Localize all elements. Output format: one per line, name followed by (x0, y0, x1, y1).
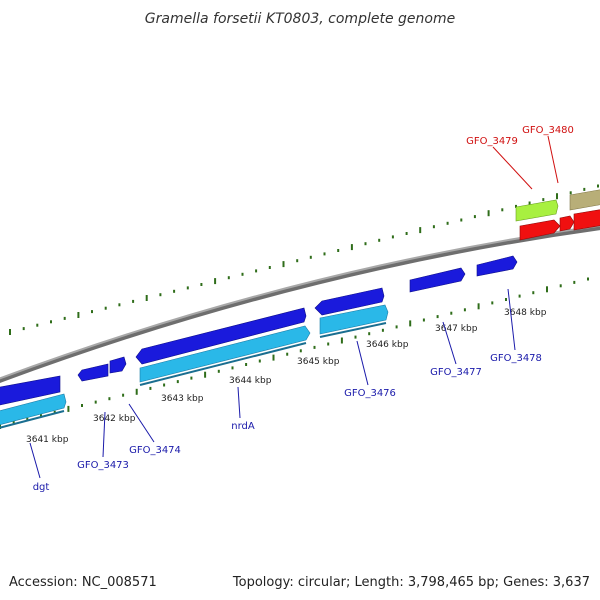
gene-label-nrda[interactable]: nrdA (231, 421, 255, 432)
kbp-label: 3644 kbp (229, 376, 272, 386)
leader-line (492, 146, 533, 190)
gene-feature[interactable] (319, 304, 389, 335)
kbp-label: 3642 kbp (93, 414, 136, 424)
gene-feature[interactable] (519, 219, 561, 241)
topology-label: Topology: circular; Length: 3,798,465 bp… (232, 575, 590, 590)
gene-label-gfo-3480[interactable]: GFO_3480 (522, 125, 574, 136)
gene-feature[interactable] (314, 287, 385, 316)
kbp-label: 3643 kbp (161, 394, 204, 404)
gene-feature[interactable] (573, 208, 600, 231)
gene-label-gfo-3474[interactable]: GFO_3474 (129, 445, 181, 456)
gene-feature[interactable] (139, 325, 311, 383)
gene-labels: dgt GFO_3473 GFO_3474 nrdA GFO_3476 GFO_… (33, 125, 574, 493)
leader-line (547, 135, 559, 184)
leader-line (356, 340, 369, 386)
gene-feature[interactable] (0, 375, 61, 406)
gene-label-gfo-3477[interactable]: GFO_3477 (430, 367, 482, 378)
highlight-genes (515, 188, 600, 241)
gene-feature-gfo-3479[interactable] (515, 199, 559, 222)
leader-line (442, 321, 457, 365)
gene-feature[interactable] (409, 267, 466, 293)
kbp-label: 3641 kbp (26, 435, 69, 445)
kbp-label: 3647 kbp (435, 324, 478, 334)
map-title: Gramella forsetii KT0803, complete genom… (145, 11, 455, 27)
kbp-label: 3645 kbp (297, 357, 340, 367)
leader-line (102, 411, 106, 458)
kbp-label: 3646 kbp (366, 340, 409, 350)
leader-line (128, 403, 155, 443)
gene-label-dgt[interactable]: dgt (33, 482, 50, 493)
forward-strand-genes (0, 255, 518, 406)
gene-feature[interactable] (476, 255, 518, 277)
outer-tick-row (9, 184, 599, 335)
gene-feature[interactable] (0, 393, 67, 426)
reverse-strand-shadow (319, 322, 387, 338)
leader-line (507, 288, 516, 351)
gene-label-gfo-3476[interactable]: GFO_3476 (344, 388, 396, 399)
reverse-strand-genes (0, 304, 389, 426)
leader-line (237, 386, 241, 419)
gene-feature[interactable] (77, 363, 109, 382)
gene-feature[interactable] (559, 215, 575, 232)
gene-label-gfo-3479[interactable]: GFO_3479 (466, 136, 518, 147)
gene-label-gfo-3473[interactable]: GFO_3473 (77, 460, 129, 471)
accession-label: Accession: NC_008571 (9, 575, 157, 590)
gene-feature-nrda[interactable] (135, 307, 307, 365)
leader-line (29, 442, 41, 479)
gene-label-gfo-3478[interactable]: GFO_3478 (490, 353, 542, 364)
reverse-strand-shadow (139, 342, 307, 386)
kbp-label: 3648 kbp (504, 308, 547, 318)
kbp-labels: 3641 kbp 3642 kbp 3643 kbp 3644 kbp 3645… (26, 308, 547, 445)
reverse-strand-shadow (0, 410, 65, 429)
gene-feature-gfo-3480[interactable] (569, 188, 600, 211)
gene-feature[interactable] (109, 356, 127, 374)
label-leaders (29, 135, 559, 479)
